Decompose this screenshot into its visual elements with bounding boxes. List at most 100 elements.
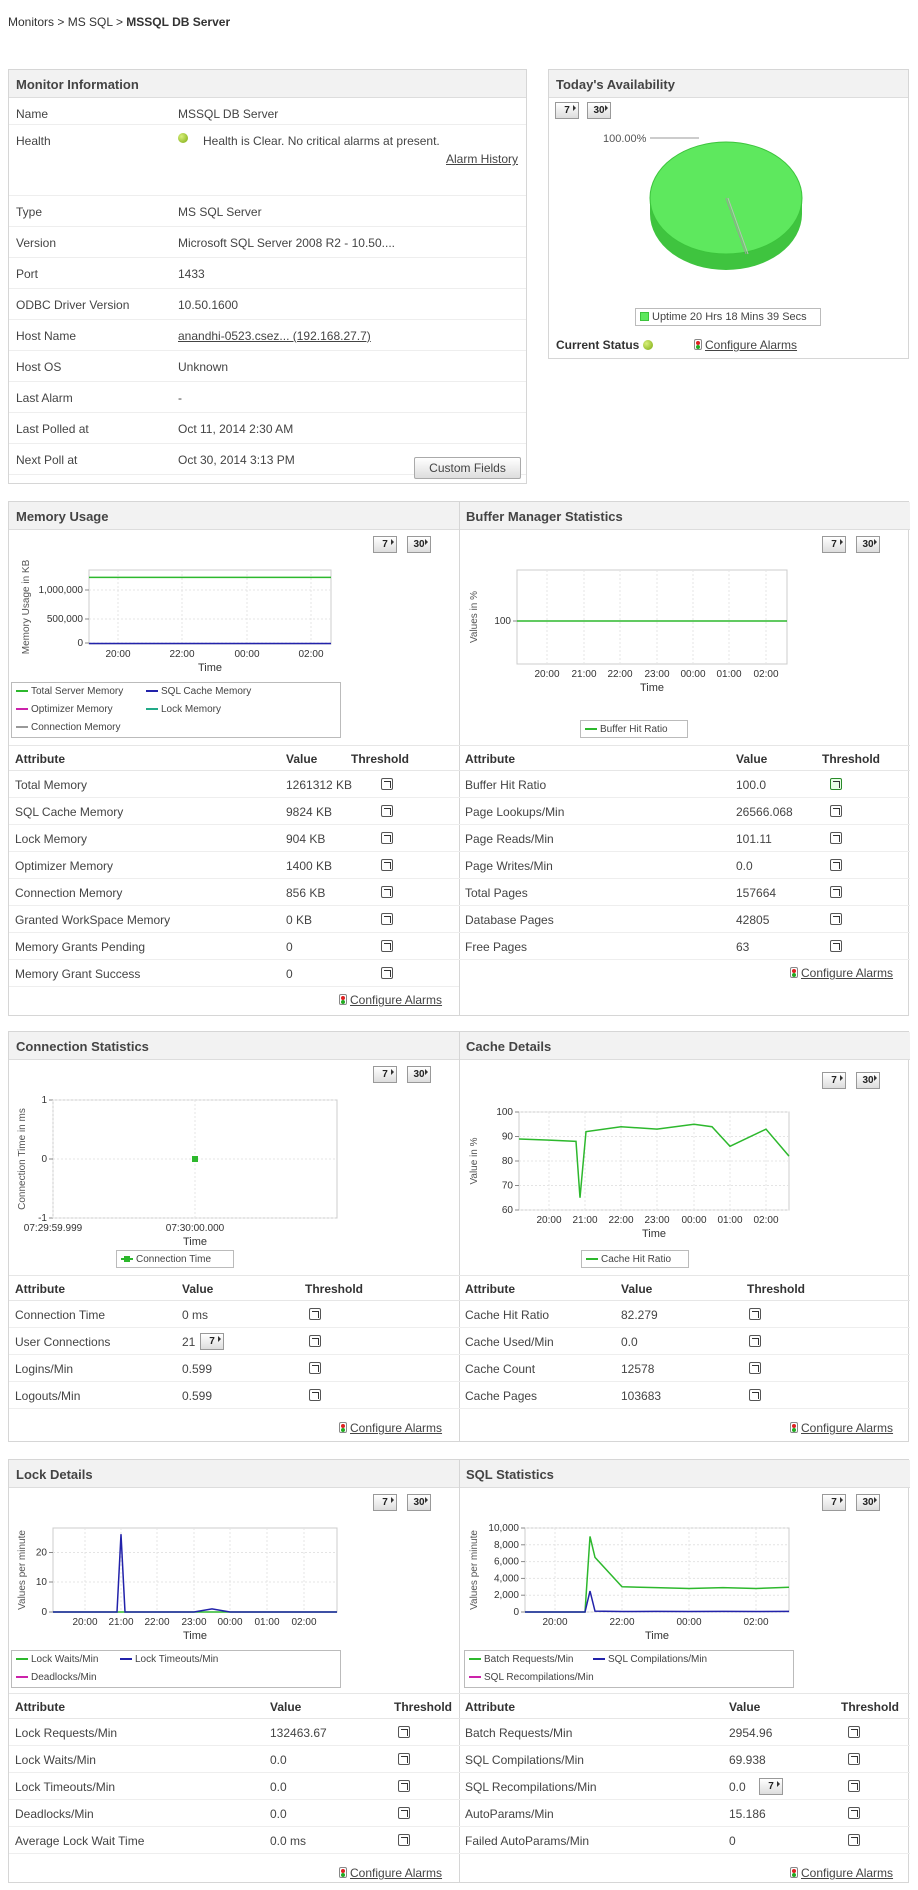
configure-alarms-link[interactable]: Configure Alarms [339, 1421, 442, 1435]
attribute-value: 0 [286, 940, 293, 954]
threshold-icon[interactable] [848, 1807, 860, 1819]
threshold-icon[interactable] [309, 1335, 321, 1347]
info-value[interactable]: anandhi-0523.csez... (192.168.27.7) [178, 329, 371, 343]
x-tick-label: 22:00 [608, 1215, 633, 1226]
threshold-icon[interactable] [398, 1834, 410, 1846]
configure-alarms-link[interactable]: Configure Alarms [790, 966, 893, 980]
sql-statistics-title: SQL Statistics [459, 1460, 910, 1488]
7-day-button[interactable]: 7 [373, 1066, 397, 1083]
threshold-icon[interactable] [749, 1308, 761, 1320]
legend-marker [124, 1256, 130, 1263]
legend-item: Lock Waits/Min [16, 1654, 98, 1665]
breadcrumb-current: MSSQL DB Server [126, 15, 231, 29]
threshold-icon[interactable] [381, 940, 393, 952]
attribute-value: 103683 [621, 1389, 662, 1403]
table-row: Lock Requests/Min 132463.67 [9, 1719, 459, 1746]
breadcrumb-sep: > [54, 15, 68, 29]
30-day-button[interactable]: 30 [407, 1494, 431, 1511]
legend-label: Connection Time [136, 1254, 212, 1265]
threshold-icon[interactable] [381, 886, 393, 898]
custom-fields-button[interactable]: Custom Fields [414, 457, 521, 479]
threshold-icon[interactable] [848, 1780, 860, 1792]
attribute-value: 101.11 [736, 832, 772, 846]
30-day-button[interactable]: 30 [856, 1494, 880, 1511]
configure-alarms-label: Configure Alarms [350, 1421, 443, 1435]
info-key: Health [16, 134, 51, 148]
threshold-icon[interactable] [830, 805, 842, 817]
info-key: Name [16, 107, 49, 121]
x-axis-label: Time [645, 1630, 669, 1642]
x-tick-label: 20:00 [105, 649, 130, 660]
x-tick-label: 02:00 [753, 1215, 778, 1226]
threshold-icon[interactable] [398, 1807, 410, 1819]
legend-item: Buffer Hit Ratio [585, 724, 668, 735]
7-day-button[interactable]: 7 [822, 536, 846, 553]
30-day-button[interactable]: 30 [856, 536, 880, 553]
x-tick-label: 07:29:59.999 [24, 1223, 83, 1234]
column-header-threshold: Threshold [841, 1700, 900, 1714]
configure-alarms-link[interactable]: Configure Alarms [790, 1421, 893, 1435]
breadcrumb-mssql[interactable]: MS SQL [67, 15, 113, 29]
threshold-icon[interactable] [830, 778, 842, 790]
7-day-button[interactable]: 7 [373, 1494, 397, 1511]
threshold-icon[interactable] [381, 805, 393, 817]
table-row: Cache Used/Min 0.0 [459, 1328, 910, 1355]
configure-alarms-link[interactable]: Configure Alarms [339, 993, 442, 1007]
threshold-icon[interactable] [381, 778, 393, 790]
7-day-button[interactable]: 7 [200, 1333, 224, 1350]
threshold-icon[interactable] [848, 1834, 860, 1846]
threshold-icon[interactable] [381, 967, 393, 979]
info-row: Last Alarm - [9, 382, 526, 413]
current-status: Current Status [556, 338, 653, 352]
x-tick-label: 20:00 [536, 1215, 561, 1226]
threshold-icon[interactable] [830, 832, 842, 844]
configure-alarms-link[interactable]: Configure Alarms [790, 1866, 893, 1880]
threshold-icon[interactable] [749, 1362, 761, 1374]
table-row: Buffer Hit Ratio 100.0 [459, 771, 910, 798]
table-row: Page Lookups/Min 26566.068 [459, 798, 910, 825]
7-day-button[interactable]: 7 [373, 536, 397, 553]
legend-swatch [469, 1658, 481, 1661]
threshold-icon[interactable] [830, 886, 842, 898]
threshold-icon[interactable] [398, 1753, 410, 1765]
attribute-name: Lock Requests/Min [15, 1726, 118, 1740]
x-tick-label: 01:00 [716, 669, 741, 680]
series-line [53, 1534, 337, 1613]
table-row: Cache Count 12578 [459, 1355, 910, 1382]
threshold-icon[interactable] [830, 940, 842, 952]
threshold-icon[interactable] [830, 913, 842, 925]
threshold-icon[interactable] [848, 1726, 860, 1738]
threshold-icon[interactable] [309, 1362, 321, 1374]
table-row: Optimizer Memory 1400 KB [9, 852, 459, 879]
y-tick-label: 0 [513, 1607, 519, 1618]
breadcrumb-monitors[interactable]: Monitors [8, 15, 55, 29]
threshold-icon[interactable] [381, 859, 393, 871]
threshold-icon[interactable] [381, 913, 393, 925]
7-day-button[interactable]: 7 [822, 1494, 846, 1511]
7-day-button[interactable]: 7 [555, 102, 579, 119]
configure-alarms-link[interactable]: Configure Alarms [694, 338, 797, 352]
threshold-icon[interactable] [381, 832, 393, 844]
info-value: MSSQL DB Server [178, 107, 279, 121]
threshold-icon[interactable] [309, 1308, 321, 1320]
threshold-icon[interactable] [398, 1780, 410, 1792]
threshold-icon[interactable] [309, 1389, 321, 1401]
column-header-threshold: Threshold [305, 1282, 364, 1296]
y-tick-label: 60 [502, 1205, 514, 1216]
alarm-history-link[interactable]: Alarm History [446, 152, 519, 166]
table-row: SQL Compilations/Min 69.938 [459, 1746, 910, 1773]
7-day-button[interactable]: 7 [822, 1072, 846, 1089]
threshold-icon[interactable] [398, 1726, 410, 1738]
configure-alarms-link[interactable]: Configure Alarms [339, 1866, 442, 1880]
7-day-button[interactable]: 7 [759, 1778, 783, 1795]
30-day-button[interactable]: 30 [407, 536, 431, 553]
legend-label: Lock Timeouts/Min [135, 1654, 219, 1665]
threshold-icon[interactable] [749, 1389, 761, 1401]
threshold-icon[interactable] [848, 1753, 860, 1765]
30-day-button[interactable]: 30 [856, 1072, 880, 1089]
30-day-button[interactable]: 30 [587, 102, 611, 119]
threshold-icon[interactable] [830, 859, 842, 871]
30-day-button[interactable]: 30 [407, 1066, 431, 1083]
info-key: Host OS [16, 360, 62, 374]
threshold-icon[interactable] [749, 1335, 761, 1347]
